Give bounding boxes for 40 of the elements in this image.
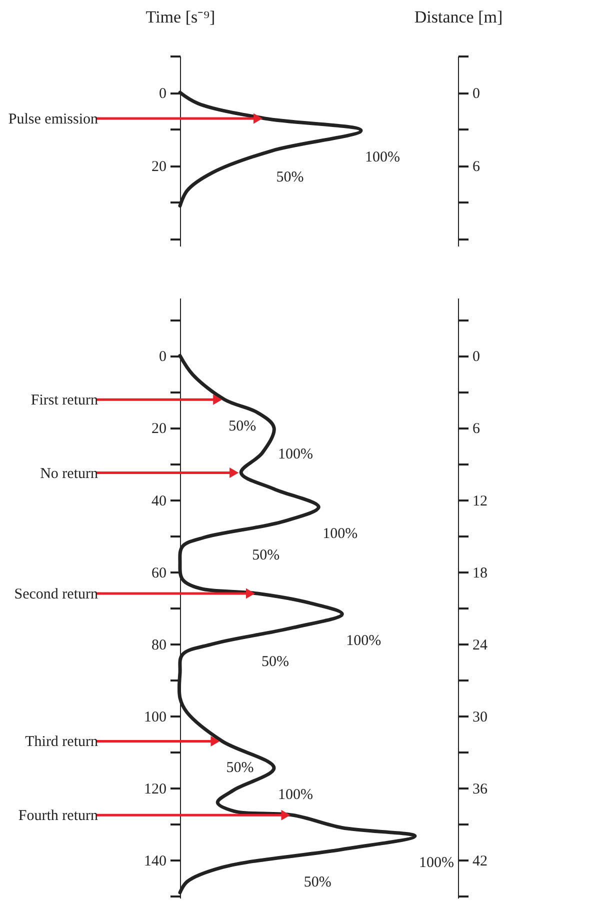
y2-tick-label: 42 <box>472 854 488 870</box>
y-tick-label: 40 <box>152 493 166 510</box>
annotation: 100% <box>278 446 313 463</box>
annotation: 50% <box>252 548 280 564</box>
y-tick-label: 80 <box>152 637 166 654</box>
y-tick-label: 60 <box>152 565 166 582</box>
annotation: 50% <box>226 760 254 776</box>
ref-line-label: Third return <box>25 734 98 750</box>
y2-tick-label: 30 <box>472 710 488 726</box>
y2-tick-label: 36 <box>472 782 488 798</box>
y-tick-label: 0 <box>159 86 166 102</box>
ref-line-label: Fourth return <box>18 808 98 824</box>
y-axis-title: Time [s⁻⁹] <box>146 8 216 26</box>
annotation: 100% <box>346 633 382 650</box>
y2-tick-label: 24 <box>472 637 488 654</box>
annotation: 50% <box>262 654 290 670</box>
y-tick-label: 0 <box>159 349 166 366</box>
y2-axis-title: Distance [m] <box>414 8 503 26</box>
y2-tick-label: 6 <box>472 159 480 176</box>
annotation: 100% <box>418 855 454 872</box>
annotation: 50% <box>228 418 256 435</box>
ref-line-label: First return <box>30 392 98 409</box>
y-tick-label: 100 <box>144 710 166 726</box>
y2-tick-label: 0 <box>472 349 480 366</box>
ref-line-label: Pulse emission <box>8 111 98 128</box>
annotation: 100% <box>322 526 358 542</box>
annotation: 100% <box>278 786 313 803</box>
y2-tick-label: 12 <box>472 493 488 510</box>
annotation: 50% <box>304 874 332 890</box>
annotation: 50% <box>276 170 304 186</box>
annotation: 100% <box>364 150 400 166</box>
y2-tick-label: 6 <box>472 421 480 438</box>
ref-line-label: Second return <box>14 586 98 602</box>
y-tick-label: 140 <box>144 854 166 870</box>
y-tick-label: 20 <box>152 159 166 176</box>
y-tick-label: 20 <box>152 421 166 438</box>
y-tick-label: 120 <box>144 782 166 798</box>
ref-line-label: No return <box>40 466 98 482</box>
y2-tick-label: 18 <box>472 565 488 582</box>
y2-tick-label: 0 <box>472 86 480 102</box>
